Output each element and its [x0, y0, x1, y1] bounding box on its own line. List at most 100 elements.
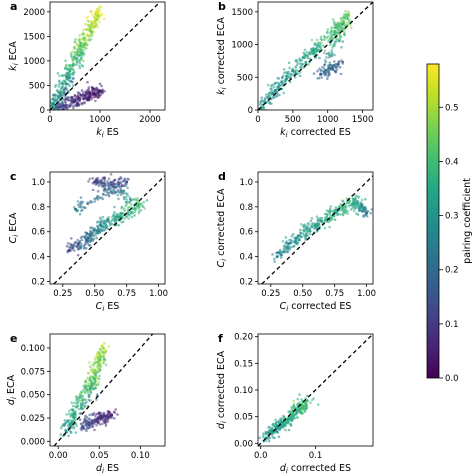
data-point: [114, 185, 118, 189]
data-point: [80, 242, 83, 246]
data-point: [79, 206, 83, 209]
data-point: [126, 194, 129, 197]
data-point: [77, 407, 81, 411]
data-point: [67, 434, 70, 438]
data-point: [299, 231, 303, 235]
data-point: [65, 244, 69, 248]
data-point: [89, 377, 92, 381]
data-point: [342, 21, 346, 25]
data-point: [316, 218, 320, 222]
data-point: [347, 13, 351, 17]
x-tick-label: 0.0: [254, 451, 268, 461]
data-point: [354, 203, 358, 206]
data-point: [296, 62, 300, 65]
data-point: [101, 422, 104, 426]
data-point: [364, 198, 367, 201]
y-tick-label: 0.075: [21, 367, 45, 377]
data-point: [87, 393, 91, 397]
data-point: [272, 425, 276, 428]
data-point: [102, 358, 106, 362]
data-point: [326, 35, 330, 38]
data-point: [70, 237, 73, 240]
data-point: [130, 215, 134, 219]
data-point: [81, 33, 85, 36]
data-point: [302, 407, 305, 411]
data-point: [312, 397, 315, 400]
data-point: [82, 28, 85, 32]
data-point: [78, 47, 82, 51]
data-point: [316, 221, 320, 225]
data-point: [90, 22, 93, 25]
data-point: [125, 180, 129, 184]
x-tick-label: 0.25: [53, 289, 72, 299]
data-point: [333, 214, 336, 218]
data-point: [103, 179, 107, 182]
data-point: [86, 201, 89, 204]
data-point: [84, 91, 88, 95]
data-point: [84, 419, 88, 423]
y-tick-label: 1500: [23, 32, 45, 42]
data-point: [61, 100, 64, 104]
data-point: [118, 178, 121, 181]
data-point: [78, 99, 81, 103]
data-point: [84, 386, 87, 390]
data-point: [54, 85, 57, 88]
data-point: [70, 53, 73, 56]
data-point: [79, 422, 83, 426]
data-point: [97, 20, 101, 24]
y-tick-label: 0.2: [239, 278, 253, 288]
data-point: [123, 177, 127, 180]
data-point: [97, 184, 101, 187]
data-point: [308, 232, 312, 236]
data-point: [90, 370, 94, 373]
data-point: [124, 200, 128, 204]
data-point: [98, 82, 102, 86]
data-point: [273, 260, 277, 263]
data-point: [293, 241, 296, 244]
data-point: [343, 33, 346, 37]
data-point: [323, 49, 327, 52]
y-tick-label: 0.4: [31, 253, 45, 263]
data-point: [100, 417, 103, 421]
data-point: [73, 71, 76, 74]
data-point: [95, 231, 99, 234]
data-point: [84, 380, 88, 384]
scatter-cloud: [258, 10, 353, 110]
data-point: [275, 81, 278, 85]
data-point: [59, 102, 62, 106]
data-point: [80, 45, 84, 48]
data-point: [338, 65, 342, 69]
x-tick-label: 1000: [317, 115, 339, 125]
data-point: [280, 80, 283, 84]
data-point: [77, 96, 80, 99]
data-point: [116, 413, 119, 416]
data-point: [277, 435, 281, 439]
data-point: [294, 239, 298, 242]
data-point: [75, 100, 79, 104]
data-point: [133, 214, 136, 217]
data-point: [108, 187, 111, 191]
data-point: [104, 363, 108, 367]
x-axis-label: di ES: [96, 463, 119, 474]
data-point: [341, 212, 345, 216]
data-point: [270, 102, 273, 105]
data-point: [70, 411, 74, 415]
data-point: [125, 198, 129, 201]
data-point: [88, 426, 92, 429]
data-point: [128, 200, 131, 204]
y-axis-label: Ci corrected ECA: [216, 188, 228, 267]
data-point: [346, 209, 349, 213]
data-point: [80, 101, 83, 105]
data-point: [99, 412, 103, 415]
data-point: [335, 213, 339, 217]
data-point: [330, 216, 333, 220]
data-point: [86, 19, 90, 23]
data-point: [83, 427, 87, 431]
data-point: [71, 64, 74, 67]
data-point: [284, 421, 287, 425]
data-point: [289, 418, 292, 421]
axes-frame: [257, 1, 374, 111]
data-point: [100, 350, 103, 353]
data-point: [302, 224, 305, 227]
